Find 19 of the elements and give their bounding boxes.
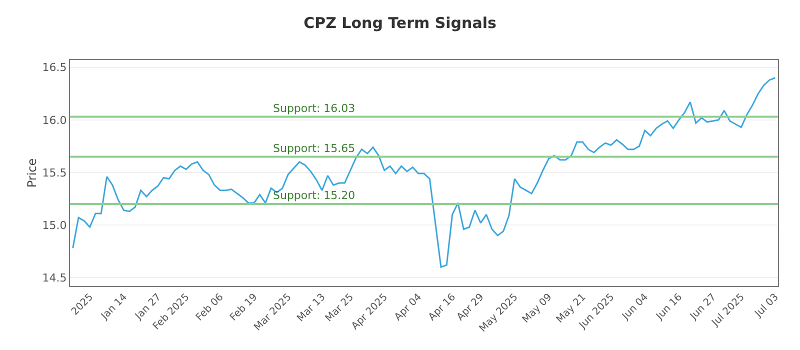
x-tick-label: Jul 03: [752, 292, 781, 320]
y-tick-label: 16.5: [42, 61, 67, 74]
x-tick-label: Jun 16: [654, 292, 685, 323]
x-tick-label: Apr 16: [426, 292, 458, 324]
x-tick-label: Jun 04: [620, 292, 651, 323]
line-series: [72, 77, 776, 268]
ref-line-label: Support: 16.03: [273, 102, 356, 115]
y-axis-title: Price: [25, 158, 39, 188]
x-tick-label: Jan 14: [98, 292, 130, 323]
x-tick-label: Apr 29: [455, 292, 486, 324]
x-tick-label: Feb 06: [194, 292, 226, 324]
y-tick-label: 14.5: [42, 271, 67, 284]
chart-title: CPZ Long Term Signals: [304, 14, 496, 32]
ref-line-label: Support: 15.65: [273, 142, 356, 155]
y-tick-label: 15.5: [42, 166, 67, 180]
ref-line-label: Support: 15.20: [273, 189, 356, 202]
y-tick-label: 15.0: [42, 218, 67, 232]
x-tick-label: Apr 04: [392, 292, 424, 324]
y-tick-label: 16.0: [42, 114, 67, 127]
